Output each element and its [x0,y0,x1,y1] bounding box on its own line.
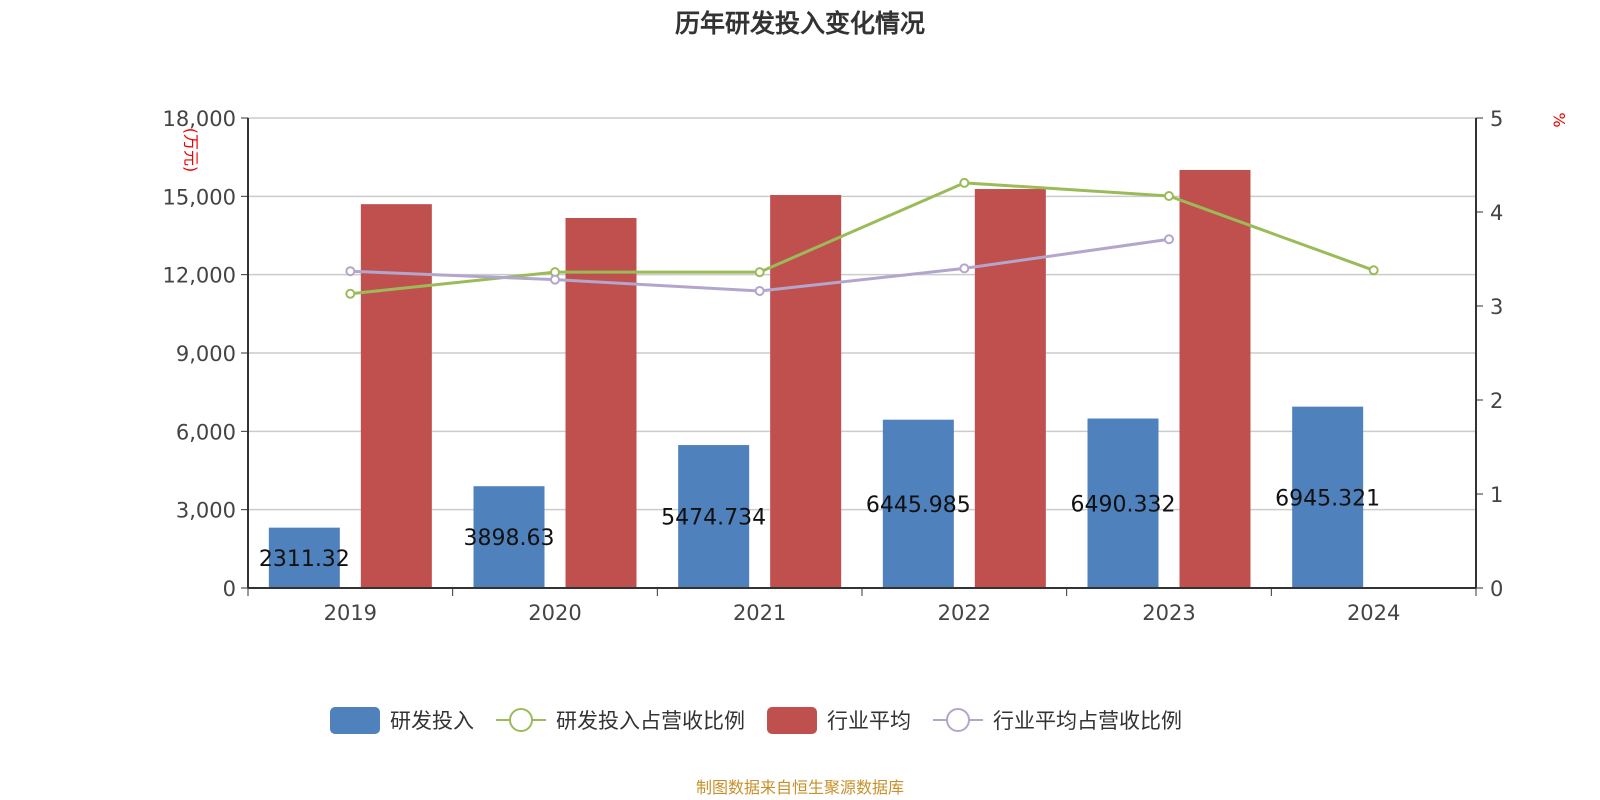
x-tick-label: 2023 [1142,601,1195,625]
line-point [1164,234,1174,245]
bar-data-label: 5474.734 [661,506,766,531]
x-tick-label: 2022 [938,601,991,625]
legend-item[interactable]: 研发投入占营收比例 [496,708,745,733]
bar-rd-2022 [882,419,954,588]
x-tick-label: 2020 [528,601,581,625]
x-tick-label: 2024 [1347,601,1400,625]
bar-data-label: 6945.321 [1275,486,1380,511]
x-tick-label: 2021 [733,601,786,625]
right-axis-label: % [1550,112,1569,127]
x-tick-label: 2019 [324,601,377,625]
bar-data-label: 2311.32 [259,547,350,572]
bar-rd-2024 [1292,406,1364,588]
bar-data-label: 3898.63 [464,526,555,551]
line-point [1164,191,1174,202]
left-axis-label: (万元) [182,128,201,173]
left-tick-label: 0 [223,577,236,601]
bar-industry-2023 [1179,169,1251,588]
line-rd-ratio [350,181,1375,296]
line-point [959,177,970,188]
legend-marker-icon [509,708,533,732]
bar-industry-2019 [360,204,432,588]
right-tick-label: 4 [1490,201,1503,225]
left-tick-label: 3,000 [176,499,236,523]
bar-rd-2023 [1087,418,1159,588]
legend-item[interactable]: 研发投入 [330,707,474,734]
right-tick-label: 5 [1490,107,1503,131]
bar-rd-2020 [473,486,545,588]
legend-item[interactable]: 行业平均 [767,707,911,734]
left-tick-label: 18,000 [163,107,236,131]
legend-bar-icon [767,707,817,734]
right-tick-label: 1 [1490,483,1503,507]
line-point [345,266,356,277]
right-tick-label: 0 [1490,577,1503,601]
left-tick-label: 6,000 [176,420,236,444]
line-point [345,288,356,299]
line-point [550,274,560,285]
left-tick-label: 12,000 [163,264,236,288]
left-tick-label: 9,000 [176,342,236,366]
line-point [1368,265,1379,276]
line-industry-ratio [350,237,1170,293]
legend-label: 研发投入占营收比例 [556,709,745,733]
bar-rd-2019 [268,527,340,588]
bar-rd-2021 [678,445,750,588]
legend-label: 研发投入 [390,709,474,733]
line-point [754,267,765,278]
bar-industry-2021 [770,195,842,588]
legend-label: 行业平均 [827,709,911,733]
legend-label: 行业平均占营收比例 [993,709,1182,733]
bar-data-label: 6490.332 [1071,492,1176,517]
bar-industry-2022 [974,189,1046,588]
legend-bar-icon [330,707,380,734]
right-tick-label: 3 [1490,295,1503,319]
right-tick-label: 2 [1490,389,1503,413]
chart-title: 历年研发投入变化情况 [675,9,925,38]
legend-marker-icon [946,708,970,732]
left-tick-label: 15,000 [163,185,236,209]
footer-source: 制图数据来自恒生聚源数据库 [696,778,904,797]
line-point [754,285,765,296]
line-point [959,263,970,274]
bar-data-label: 6445.985 [866,493,971,518]
legend-item[interactable]: 行业平均占营收比例 [933,708,1182,733]
